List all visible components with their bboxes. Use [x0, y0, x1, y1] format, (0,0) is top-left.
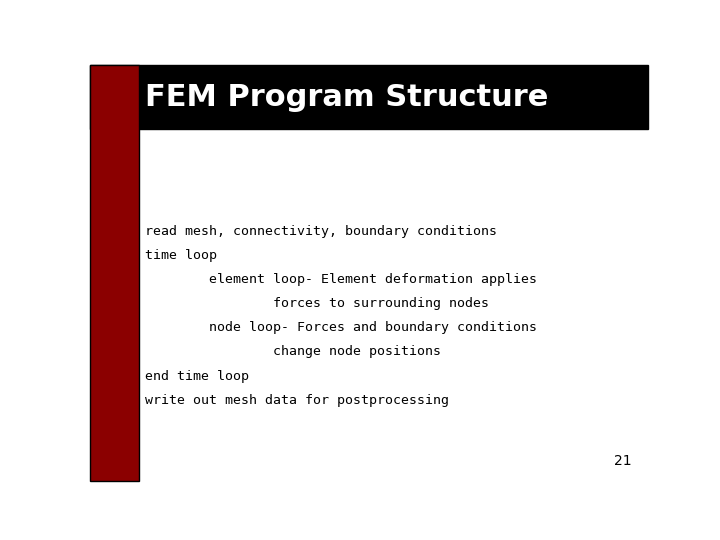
- Text: forces to surrounding nodes: forces to surrounding nodes: [145, 297, 489, 310]
- Text: 21: 21: [613, 454, 631, 468]
- Text: write out mesh data for postprocessing: write out mesh data for postprocessing: [145, 394, 449, 407]
- Text: time loop: time loop: [145, 249, 217, 262]
- Text: FEM Program Structure: FEM Program Structure: [145, 83, 548, 112]
- Text: read mesh, connectivity, boundary conditions: read mesh, connectivity, boundary condit…: [145, 225, 497, 238]
- Text: change node positions: change node positions: [145, 346, 441, 359]
- Text: node loop- Forces and boundary conditions: node loop- Forces and boundary condition…: [145, 321, 536, 334]
- FancyBboxPatch shape: [90, 65, 648, 129]
- Text: element loop- Element deformation applies: element loop- Element deformation applie…: [145, 273, 536, 286]
- FancyBboxPatch shape: [90, 65, 139, 481]
- Text: end time loop: end time loop: [145, 369, 248, 382]
